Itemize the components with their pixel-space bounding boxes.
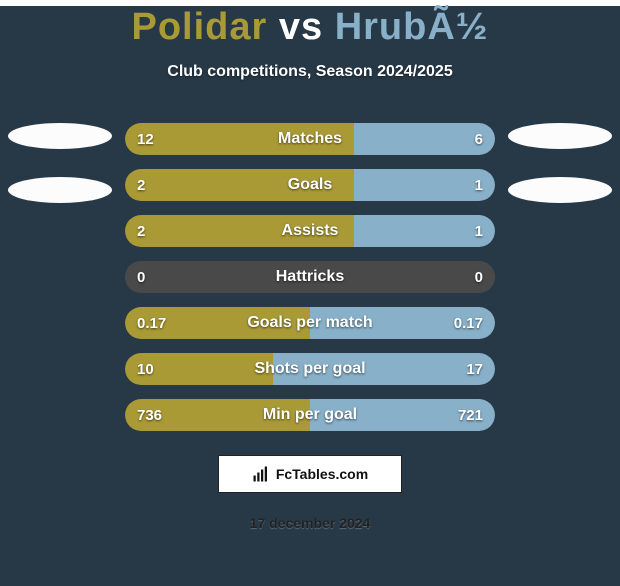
bar-left: [125, 123, 354, 155]
stat-value-right: 721: [458, 399, 483, 431]
stat-value-right: 0.17: [454, 307, 483, 339]
stat-value-left: 10: [137, 353, 154, 385]
player-left-name: Polidar: [131, 6, 267, 48]
footer-date: 17 december 2024: [0, 515, 620, 531]
stat-value-right: 0: [475, 261, 483, 293]
stat-value-left: 736: [137, 399, 162, 431]
season-subtitle: Club competitions, Season 2024/2025: [0, 63, 620, 81]
stat-value-left: 0: [137, 261, 145, 293]
brand-text: FcTables.com: [276, 466, 368, 482]
bar-left: [125, 215, 354, 247]
avatar-column-left: [0, 123, 120, 203]
avatar-column-right: [500, 123, 620, 203]
stat-value-right: 1: [475, 215, 483, 247]
stat-row: 126Matches: [125, 123, 495, 155]
bar-left: [125, 169, 354, 201]
bar-left: [125, 261, 310, 293]
vs-label: vs: [279, 6, 323, 48]
stat-row: 21Goals: [125, 169, 495, 201]
stats-area: 126Matches21Goals21Assists00Hattricks0.1…: [0, 123, 620, 431]
player-right-name: HrubÃ½: [335, 6, 489, 48]
stat-value-right: 1: [475, 169, 483, 201]
brand-logo-icon: [252, 465, 270, 483]
stat-value-left: 0.17: [137, 307, 166, 339]
player-photo-placeholder: [8, 123, 112, 149]
stat-value-right: 17: [466, 353, 483, 385]
club-logo-placeholder: [508, 177, 612, 203]
stat-row: 736721Min per goal: [125, 399, 495, 431]
stat-row: 0.170.17Goals per match: [125, 307, 495, 339]
stat-row: 1017Shots per goal: [125, 353, 495, 385]
stat-value-left: 2: [137, 169, 145, 201]
brand-badge[interactable]: FcTables.com: [218, 455, 402, 493]
player-photo-placeholder: [508, 123, 612, 149]
club-logo-placeholder: [8, 177, 112, 203]
stat-row: 00Hattricks: [125, 261, 495, 293]
stat-value-left: 2: [137, 215, 145, 247]
bar-right: [273, 353, 495, 385]
stat-rows: 126Matches21Goals21Assists00Hattricks0.1…: [125, 123, 495, 431]
comparison-card: Polidar vs HrubÃ½ Club competitions, Sea…: [0, 6, 620, 586]
stat-row: 21Assists: [125, 215, 495, 247]
stat-value-left: 12: [137, 123, 154, 155]
bar-right: [310, 261, 495, 293]
page-title: Polidar vs HrubÃ½: [0, 6, 620, 49]
stat-value-right: 6: [475, 123, 483, 155]
